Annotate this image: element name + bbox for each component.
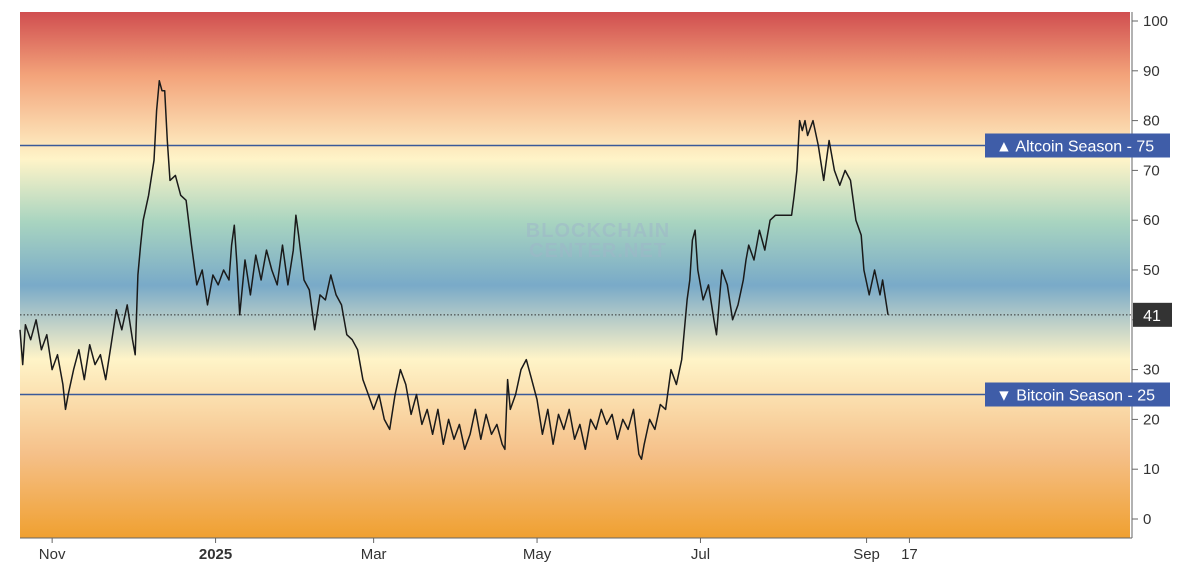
x-tick-label: May: [523, 546, 552, 563]
watermark-line-2: CENTER.NET: [529, 240, 667, 262]
watermark-line-1: BLOCKCHAIN: [526, 220, 670, 242]
bitcoin-season-label-text: ▼ Bitcoin Season - 25: [996, 388, 1155, 405]
y-axis-ticks: 0102030405060708090100: [1132, 13, 1168, 528]
current-value-label: 41: [1133, 302, 1172, 327]
x-axis-ticks: Nov 2025 Mar May Jul Sep 17: [39, 538, 918, 563]
x-tick-label: Mar: [361, 546, 387, 563]
altcoin-season-label-box: [985, 133, 1170, 158]
y-tick-label: 60: [1143, 212, 1160, 229]
altcoin-index-series-line: [19, 80, 889, 460]
bitcoin-season-label: ▼ Bitcoin Season - 25: [985, 382, 1170, 407]
watermark: BLOCKCHAIN CENTER.NET: [526, 220, 670, 262]
y-tick-label: 30: [1143, 362, 1160, 379]
y-tick-label: 0: [1143, 511, 1151, 528]
x-tick-label: Nov: [39, 546, 66, 563]
bitcoin-season-label-box: [985, 382, 1170, 407]
plot-background: [20, 12, 1130, 538]
y-tick-label: 20: [1143, 411, 1160, 428]
y-tick-label: 10: [1143, 461, 1160, 478]
current-value-label-text: 41: [1143, 308, 1161, 325]
x-tick-label: Sep: [853, 546, 880, 563]
y-tick-label: 100: [1143, 13, 1168, 30]
altcoin-season-label-text: ▲ Altcoin Season - 75: [996, 139, 1154, 156]
altcoin-season-label: ▲ Altcoin Season - 75: [985, 133, 1170, 158]
current-value-label-box: [1133, 302, 1172, 327]
y-tick-label: 70: [1143, 162, 1160, 179]
x-tick-label: Jul: [691, 546, 710, 563]
x-tick-label: 17: [901, 546, 918, 563]
x-tick-label: 2025: [199, 546, 232, 563]
y-tick-label: 90: [1143, 63, 1160, 80]
y-tick-label: 50: [1143, 262, 1160, 279]
y-tick-label: 80: [1143, 113, 1160, 130]
